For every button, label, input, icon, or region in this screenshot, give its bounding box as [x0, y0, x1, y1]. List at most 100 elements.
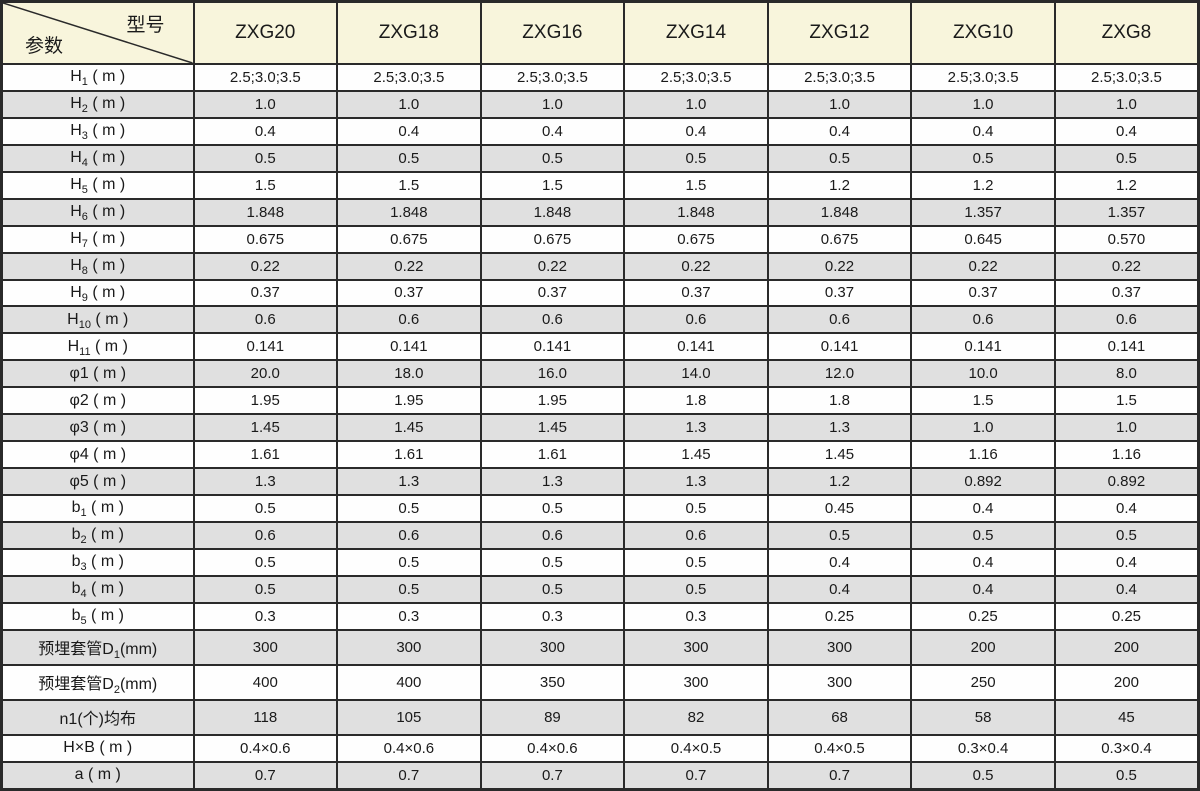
table-row: φ1 ( m ) 20.0 18.0 16.0 14.0 12.0 10.0 8.0 — [0, 359, 1200, 389]
table-cell: 2.5;3.0;3.5 — [623, 63, 769, 92]
table-row: φ2 ( m ) 1.95 1.95 1.95 1.8 1.8 1.5 1.5 — [0, 386, 1200, 416]
row-label: b1 ( m ) — [0, 494, 195, 523]
table-cell: 0.4 — [910, 494, 1056, 523]
table-cell: 0.3 — [479, 601, 626, 631]
table-body: H1 ( m ) 2.5;3.0;3.5 2.5;3.0;3.5 2.5;3.0;3.… — [0, 63, 1200, 791]
table-cell: 0.22 — [623, 251, 769, 281]
table-cell: 0.7 — [192, 760, 339, 791]
table-cell: 0.3 — [192, 601, 339, 631]
table-row: φ3 ( m ) 1.45 1.45 1.45 1.3 1.3 1.0 1.0 — [0, 413, 1200, 443]
table-cell: 0.6 — [623, 305, 769, 335]
row-label: H6 ( m ) — [0, 197, 195, 227]
row-label: H10 ( m ) — [0, 305, 195, 335]
table-cell: 250 — [910, 663, 1056, 701]
table-cell: 0.3 — [336, 601, 482, 631]
table-cell: 0.5 — [479, 494, 626, 523]
table-cell: 0.5 — [192, 547, 339, 577]
row-label: H11 ( m ) — [0, 332, 195, 362]
table-cell: 0.5 — [623, 143, 769, 173]
table-cell: 0.141 — [336, 332, 482, 362]
table-cell: 0.6 — [910, 305, 1056, 335]
table-cell: 0.6 — [192, 520, 339, 550]
table-cell: 0.5 — [1053, 143, 1200, 173]
table-cell: 10.0 — [910, 359, 1056, 389]
table-row: n1(个)均布 118 105 89 82 68 58 45 — [0, 698, 1200, 736]
table-cell: 0.37 — [192, 278, 339, 308]
row-label: H9 ( m ) — [0, 278, 195, 308]
table-row: H10 ( m ) 0.6 0.6 0.6 0.6 0.6 0.6 0.6 — [0, 305, 1200, 335]
table-cell: 0.141 — [766, 332, 913, 362]
table-cell: 1.45 — [336, 413, 482, 443]
table-row: 预埋套管D1(mm) 300 300 300 300 300 200 200 — [0, 628, 1200, 666]
table-row: H1 ( m ) 2.5;3.0;3.5 2.5;3.0;3.5 2.5;3.0;3.… — [0, 63, 1200, 92]
table-cell: 1.3 — [766, 413, 913, 443]
table-cell: 0.25 — [766, 601, 913, 631]
table-cell: 1.95 — [192, 386, 339, 416]
table-cell: 0.5 — [192, 494, 339, 523]
table-cell: 1.848 — [623, 197, 769, 227]
table-cell: 1.0 — [910, 413, 1056, 443]
table-cell: 1.3 — [192, 467, 339, 496]
table-cell: 0.141 — [479, 332, 626, 362]
table-cell: 1.357 — [910, 197, 1056, 227]
table-row: H4 ( m ) 0.5 0.5 0.5 0.5 0.5 0.5 0.5 — [0, 143, 1200, 173]
table-cell: 8.0 — [1053, 359, 1200, 389]
table-row: b3 ( m ) 0.5 0.5 0.5 0.5 0.4 0.4 0.4 — [0, 547, 1200, 577]
table-cell: 12.0 — [766, 359, 913, 389]
table-cell: 0.6 — [336, 520, 482, 550]
table-cell: 0.4×0.5 — [623, 733, 769, 763]
table-row: b1 ( m ) 0.5 0.5 0.5 0.5 0.45 0.4 0.4 — [0, 494, 1200, 523]
table-row: 预埋套管D2(mm) 400 400 350 300 300 250 200 — [0, 663, 1200, 701]
table-cell: 1.16 — [910, 440, 1056, 470]
table-cell: 1.61 — [192, 440, 339, 470]
table-cell: 1.8 — [766, 386, 913, 416]
table-cell: 0.5 — [479, 574, 626, 604]
column-header-zxg14: ZXG14 — [623, 0, 769, 65]
table-cell: 0.5 — [910, 143, 1056, 173]
row-label: b2 ( m ) — [0, 520, 195, 550]
table-cell: 350 — [479, 663, 626, 701]
table-cell: 0.6 — [192, 305, 339, 335]
column-header-zxg18: ZXG18 — [336, 0, 482, 65]
table-cell: 300 — [336, 628, 482, 666]
table-cell: 1.0 — [479, 89, 626, 119]
table-row: H8 ( m ) 0.22 0.22 0.22 0.22 0.22 0.22 0.22 — [0, 251, 1200, 281]
table-cell: 18.0 — [336, 359, 482, 389]
table-cell: 0.6 — [623, 520, 769, 550]
table-cell: 0.37 — [479, 278, 626, 308]
table-cell: 0.3×0.4 — [1053, 733, 1200, 763]
table-cell: 1.848 — [479, 197, 626, 227]
row-label: φ3 ( m ) — [0, 413, 195, 443]
table-row: b5 ( m ) 0.3 0.3 0.3 0.3 0.25 0.25 0.25 — [0, 601, 1200, 631]
table-cell: 0.5 — [910, 520, 1056, 550]
table-cell: 1.2 — [766, 170, 913, 200]
table-cell: 1.0 — [336, 89, 482, 119]
table-cell: 0.37 — [766, 278, 913, 308]
table-cell: 58 — [910, 698, 1056, 736]
table-cell: 1.5 — [192, 170, 339, 200]
table-cell: 1.0 — [623, 89, 769, 119]
table-cell: 0.570 — [1053, 224, 1200, 254]
table-cell: 0.4×0.5 — [766, 733, 913, 763]
row-label: n1(个)均布 — [0, 698, 195, 736]
table-cell: 0.4 — [1053, 116, 1200, 146]
table-cell: 0.4 — [766, 574, 913, 604]
table-cell: 0.25 — [910, 601, 1056, 631]
row-label: b4 ( m ) — [0, 574, 195, 604]
table-cell: 89 — [479, 698, 626, 736]
table-cell: 200 — [910, 628, 1056, 666]
table-cell: 0.6 — [1053, 305, 1200, 335]
table-cell: 1.45 — [479, 413, 626, 443]
table-cell: 0.5 — [192, 574, 339, 604]
table-cell: 1.0 — [1053, 89, 1200, 119]
table-cell: 1.95 — [479, 386, 626, 416]
table-cell: 0.45 — [766, 494, 913, 523]
table-cell: 0.3 — [623, 601, 769, 631]
table-cell: 0.5 — [766, 520, 913, 550]
table-cell: 0.22 — [766, 251, 913, 281]
table-row: φ4 ( m ) 1.61 1.61 1.61 1.45 1.45 1.16 1.16 — [0, 440, 1200, 470]
table-cell: 1.95 — [336, 386, 482, 416]
table-cell: 0.25 — [1053, 601, 1200, 631]
table-cell: 0.4 — [910, 547, 1056, 577]
table-cell: 0.6 — [479, 520, 626, 550]
